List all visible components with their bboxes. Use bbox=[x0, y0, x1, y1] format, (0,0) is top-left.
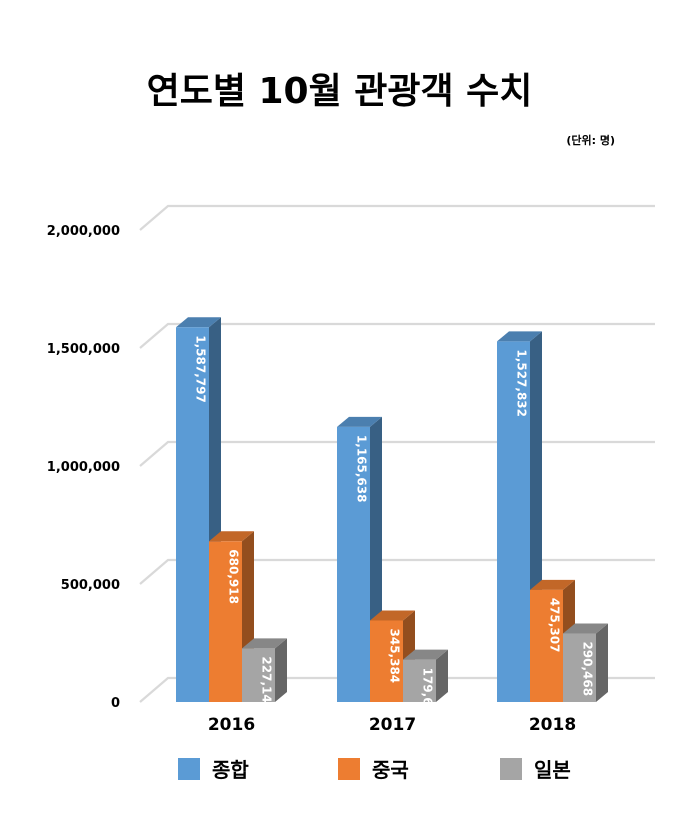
data-label: 475,307 bbox=[548, 598, 562, 653]
bar-종합-2018 bbox=[497, 341, 530, 702]
y-tick-label: 1,000,000 bbox=[47, 460, 120, 475]
data-label: 1,587,797 bbox=[194, 335, 208, 403]
bar-일본-2016 bbox=[242, 648, 275, 702]
bar-일본-2018 bbox=[563, 633, 596, 702]
data-label: 290,468 bbox=[581, 641, 595, 696]
unit-label: (단위: 명) bbox=[566, 134, 615, 147]
gridline bbox=[139, 440, 655, 467]
legend-label: 일본 bbox=[534, 758, 571, 782]
y-tick-label: 1,500,000 bbox=[47, 342, 120, 357]
bar-top bbox=[209, 531, 254, 542]
bar-top bbox=[530, 579, 575, 590]
gridline bbox=[139, 322, 655, 349]
data-label: 227,149 bbox=[260, 656, 274, 711]
y-tick-label: 500,000 bbox=[61, 578, 120, 593]
bar-side bbox=[596, 623, 608, 702]
data-label: 345,384 bbox=[388, 628, 402, 683]
data-label: 1,527,832 bbox=[515, 349, 529, 417]
bar-top bbox=[497, 331, 542, 342]
bar-종합-2016 bbox=[176, 327, 209, 702]
bar-top bbox=[176, 317, 221, 328]
legend-swatch bbox=[338, 758, 360, 780]
chart-title: 연도별 10월 관광객 수치 bbox=[146, 71, 533, 112]
data-label: 179,661 bbox=[421, 668, 435, 723]
y-tick-label: 2,000,000 bbox=[47, 224, 120, 239]
bar-side bbox=[275, 638, 287, 702]
y-tick-label: 0 bbox=[111, 696, 120, 711]
legend-label: 중국 bbox=[372, 758, 409, 782]
legend-label: 종합 bbox=[212, 758, 249, 782]
bar-top bbox=[242, 638, 287, 649]
gridline bbox=[139, 676, 655, 703]
data-label: 1,165,638 bbox=[355, 435, 369, 503]
bar-중국-2018 bbox=[530, 589, 563, 702]
x-tick-label: 2017 bbox=[369, 715, 416, 735]
bar-중국-2017 bbox=[370, 620, 403, 702]
bar-top bbox=[370, 610, 415, 621]
gridline bbox=[139, 558, 655, 585]
data-label: 680,918 bbox=[227, 549, 241, 604]
gridline bbox=[139, 204, 655, 231]
bar-일본-2017 bbox=[403, 659, 436, 702]
x-tick-label: 2016 bbox=[208, 715, 255, 735]
legend-swatch bbox=[500, 758, 522, 780]
bar-top bbox=[403, 649, 448, 660]
bar-종합-2017 bbox=[337, 426, 370, 702]
bar-top bbox=[563, 623, 608, 634]
bar-side bbox=[436, 649, 448, 702]
legend-swatch bbox=[178, 758, 200, 780]
x-tick-label: 2018 bbox=[529, 715, 576, 735]
bar-top bbox=[337, 416, 382, 427]
bar-중국-2016 bbox=[209, 541, 242, 702]
